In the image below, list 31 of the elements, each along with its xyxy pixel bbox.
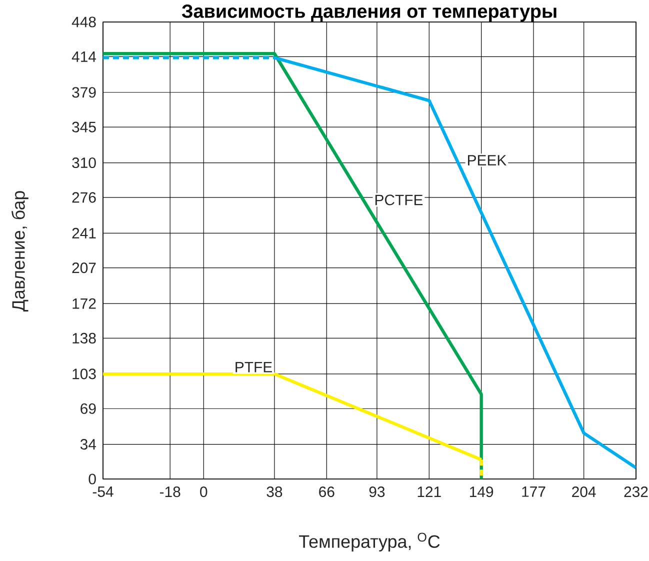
x-tick-label: 177 <box>522 486 546 497</box>
series-label: PEEK <box>468 155 506 166</box>
y-tick-label: 207 <box>72 262 96 274</box>
x-tick-label: 38 <box>266 486 282 498</box>
x-tick-label: -18 <box>160 486 180 498</box>
y-tick-label: 103 <box>72 368 96 380</box>
series-label: PTFE <box>236 362 272 372</box>
y-tick-label: 34 <box>80 439 96 450</box>
y-tick-label: 310 <box>72 157 96 168</box>
chart-title: Зависимость давления от температуры <box>182 4 556 22</box>
y-tick-label: 448 <box>72 16 96 28</box>
x-tick-label: 121 <box>418 486 441 497</box>
x-tick-label: 93 <box>369 486 385 498</box>
y-tick-label: 276 <box>72 192 96 203</box>
x-tick-label: 0 <box>200 486 208 498</box>
x-tick-label: 149 <box>470 486 494 498</box>
series-label: PCTFE <box>375 194 423 206</box>
y-axis-title: Давление, бар <box>12 191 28 312</box>
x-tick-label: -54 <box>92 486 114 497</box>
y-tick-label: 69 <box>80 403 96 414</box>
x-tick-label: 232 <box>624 486 648 498</box>
y-tick-label: 414 <box>72 52 96 62</box>
y-tick-label: 345 <box>72 122 96 132</box>
x-tick-label: 66 <box>319 486 334 498</box>
y-tick-label: 379 <box>72 87 96 98</box>
y-tick-label: 241 <box>72 228 96 238</box>
x-axis-title: Температура, $^{O}$C <box>299 532 440 552</box>
x-tick-label: 204 <box>572 486 596 498</box>
y-tick-label: 138 <box>72 332 96 344</box>
y-tick-label: 172 <box>72 298 96 309</box>
y-tick-label: 0 <box>88 474 96 484</box>
